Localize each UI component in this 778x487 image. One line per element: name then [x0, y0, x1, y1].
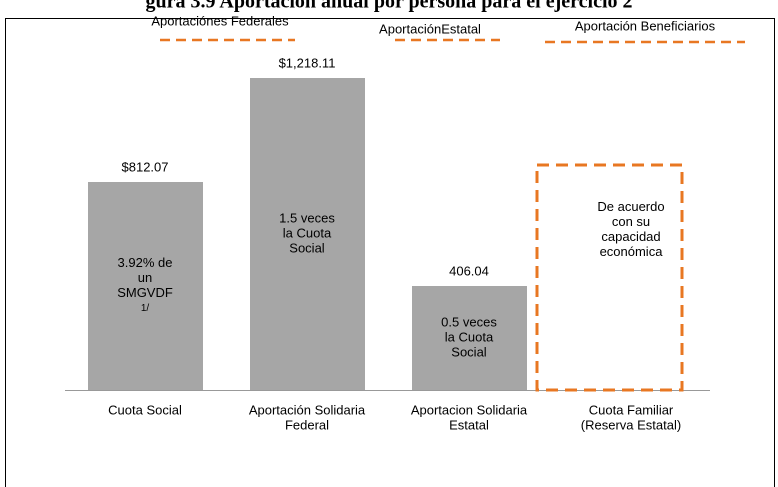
x-tick-label: Cuota Familiar	[589, 402, 674, 417]
bar-note: 3.92% de	[118, 255, 173, 270]
x-tick-label: Cuota Social	[108, 402, 182, 417]
x-tick-label: Estatal	[449, 417, 489, 432]
bar-note: capacidad	[601, 229, 660, 244]
value-label: $812.07	[122, 159, 169, 174]
bar-note: 1/	[141, 303, 150, 314]
bar	[412, 285, 527, 390]
bar-note: SMGVDF	[117, 285, 173, 300]
bar-note: con su	[612, 214, 650, 229]
value-label: $1,218.11	[279, 55, 336, 70]
bar	[250, 78, 365, 390]
bar-note: De acuerdo	[597, 199, 664, 214]
value-label: 406.04	[449, 263, 489, 278]
bar-note: económica	[600, 244, 664, 259]
bar-note: un	[138, 270, 152, 285]
header-label: Aportaciónes Federales	[151, 13, 289, 28]
frame	[5, 18, 775, 487]
x-tick-label: Aportacion Solidaria	[411, 402, 528, 417]
bar-note: la Cuota	[445, 329, 494, 344]
chart-title: gura 3.9 Aportación anual por persona pa…	[145, 0, 632, 13]
header-label: AportaciónEstatal	[379, 21, 481, 36]
bar-note: Social	[451, 344, 487, 359]
header-label: Aportación Beneficiarios	[575, 18, 716, 33]
x-tick-label: Aportación Solidaria	[249, 402, 366, 417]
bar-note: 1.5 veces	[279, 210, 335, 225]
bar	[88, 182, 203, 390]
x-tick-label: Federal	[285, 417, 329, 432]
bar-note: la Cuota	[283, 225, 332, 240]
bar-note: Social	[289, 240, 325, 255]
dashed-box	[535, 163, 684, 392]
x-tick-label: (Reserva Estatal)	[581, 417, 681, 432]
bar-note: 0.5 veces	[441, 314, 497, 329]
